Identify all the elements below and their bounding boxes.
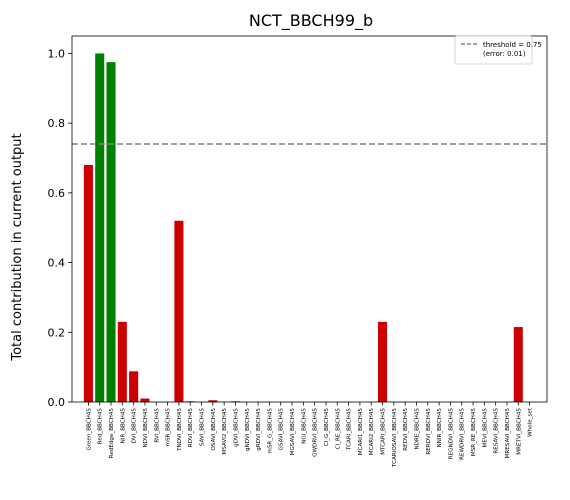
legend-threshold-error: (error: 0.01) [483,50,526,58]
x-tick-label: MSR_RE_BBCH45 [471,408,477,457]
x-tick-label: gRDVI_BBCH45 [256,408,262,451]
x-tick-label: NGI_BBCH45 [301,408,307,444]
x-tick-label: TCARIOSAVI_BBCH45 [392,408,398,468]
legend: threshold = 0.75 (error: 0.01) [455,36,542,64]
x-tick-label: gNDVI_BBCH45 [245,408,251,451]
x-tick-label: RERDVI_BBCH45 [426,408,432,455]
x-tick-label: MEVI_BBCH45 [482,408,488,448]
y-axis-label: Total contribution in current output [10,133,25,361]
x-tick-label: TNDVI_BBCH45 [177,408,183,452]
legend-threshold-label: threshold = 0.75 [483,41,542,49]
y-tick-label: 1.0 [48,47,66,60]
x-tick-label: MTCARI_BBCH45 [381,408,387,455]
y-tick-label: 0.0 [48,396,66,409]
y-tick-label: 0.8 [48,117,66,130]
bar-TNDVI_BBCH45 [174,221,183,402]
bar-MRETVI_BBCH45 [514,327,523,402]
x-tick-label: RVI_BBCH45 [154,408,160,443]
x-tick-label: MRESAVI_BBCH45 [505,408,511,459]
x-tick-label: MSAVI2_BBCH45 [222,408,228,455]
x-tick-label: mSR_G_BBCH45 [267,408,273,454]
x-tick-label: NIR_BBCH45 [120,408,126,444]
x-tick-label: Whole_set [528,407,534,437]
x-tick-label: CI_RE_BBCH45 [335,408,341,450]
x-tick-label: GSAVI_BBCH45 [279,408,285,451]
x-tick-label: REGNDVI_BBCH45 [448,408,454,460]
x-tick-label: NDRE_BBCH45 [414,408,420,450]
y-tick-label: 0.4 [48,257,66,270]
x-tick-label: GWDRVI_BBCH45 [313,408,319,457]
x-tick-label: RedEdge_BBCH45 [109,408,115,459]
x-tick-label: RDVI_BBCH45 [188,408,194,448]
x-tick-label: gDVI_BBCH45 [233,408,239,447]
x-tick-label: MGSAVI_BBCH45 [290,408,296,456]
x-tick-label: REDVI_BBCH45 [403,408,409,451]
x-tick-label: DVI_BBCH45 [132,408,138,444]
x-tick-label: CI_G_BBCH45 [324,408,330,447]
chart-title: NCT_BBCH99_b [249,11,373,31]
x-tick-label: RESAVI_BBCH45 [494,408,500,454]
y-tick-label: 0.6 [48,187,66,200]
x-tick-label: mSR_BBCH45 [166,408,172,447]
bar-Green_BBCH45 [84,165,93,402]
bar-RedEdge_BBCH45 [107,62,116,402]
x-tick-label: MCARI1_BBCH45 [358,408,364,456]
x-tick-label: SAVI_BBCH45 [200,408,206,447]
x-tick-label: Red_BBCH45 [98,408,104,445]
x-tick-label: NNIR_BBCH45 [437,408,443,448]
x-tick-label: MRETVI_BBCH45 [516,408,522,455]
x-tick-label: Green_BBCH45 [86,408,92,451]
x-tick-label: REWDRVI_BBCH45 [460,408,466,460]
x-tick-label: MCARI2_BBCH45 [369,408,375,456]
bar-DVI_BBCH45 [129,371,138,402]
x-tick-label: NDVI_BBCH45 [143,408,149,448]
bar-Red_BBCH45 [95,53,104,402]
bar-MTCARI_BBCH45 [378,322,387,402]
bar-NDVI_BBCH45 [140,399,149,402]
y-tick-label: 0.2 [48,326,66,339]
x-tick-label: OSAVI_BBCH45 [211,408,217,451]
bar-NIR_BBCH45 [118,322,127,402]
x-tick-label: TCARI_BBCH45 [347,408,353,451]
